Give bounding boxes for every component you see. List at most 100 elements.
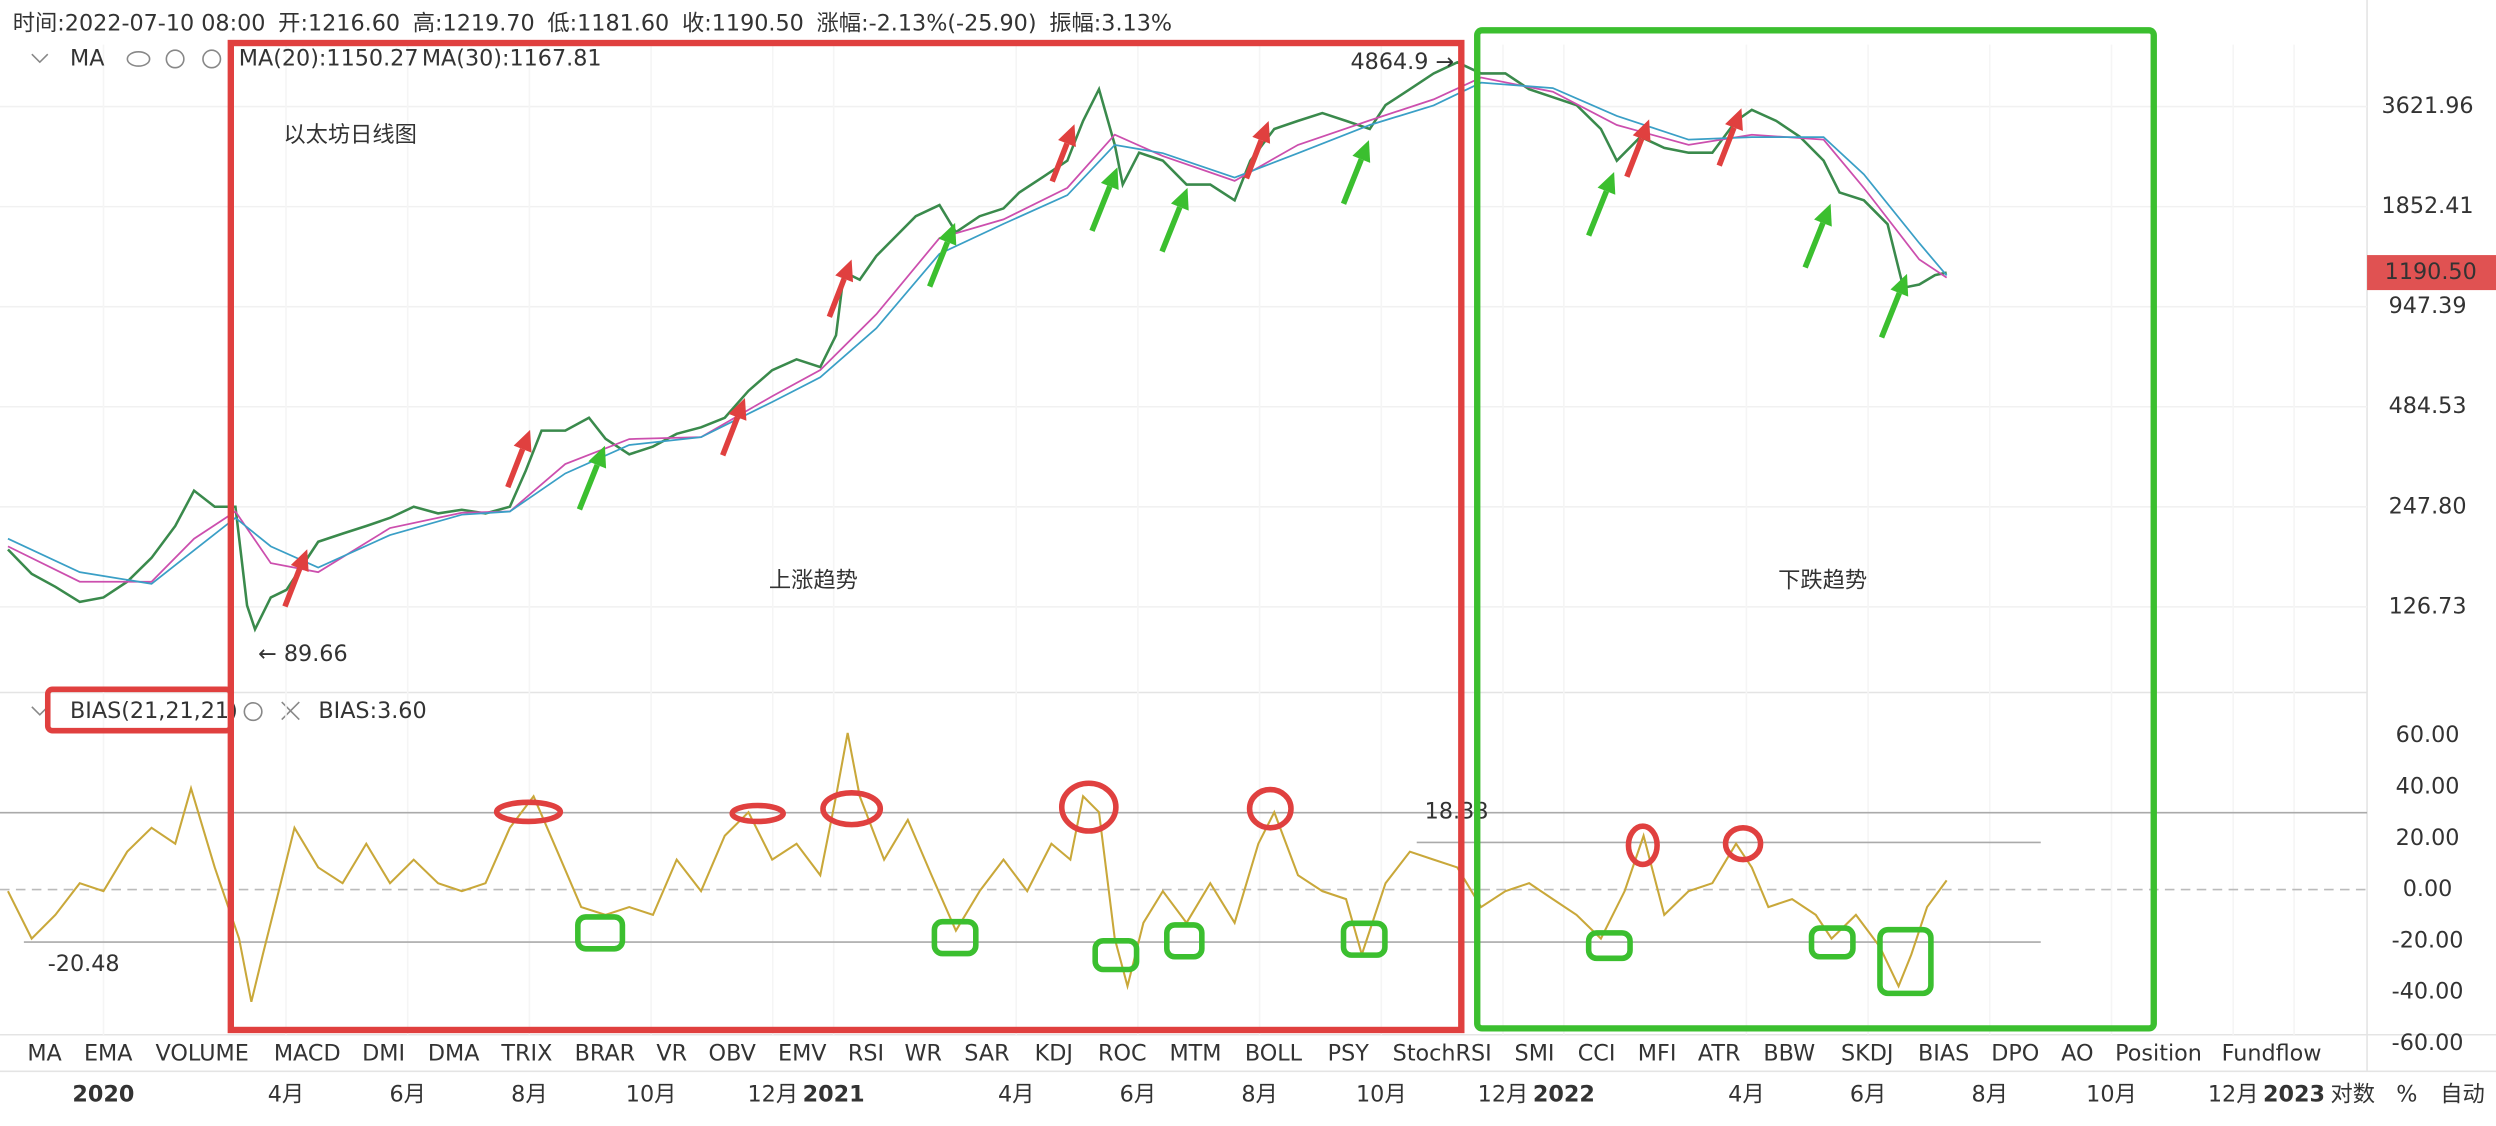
indicator-tab[interactable]: OBV [709,1040,757,1066]
indicator-tab[interactable]: KDJ [1035,1040,1073,1066]
y-tick-label: 947.39 [2389,293,2467,319]
indicator-tab[interactable]: MTM [1169,1040,1221,1066]
indicator-tab[interactable]: TRIX [500,1040,552,1066]
indicator-tab[interactable]: CCI [1578,1040,1616,1066]
indicator-tab[interactable]: BIAS [1918,1040,1969,1066]
indicator-tab[interactable]: MA [27,1040,62,1066]
trough-box [1585,930,1633,962]
x-tick-label: 2021 [803,1082,865,1108]
indicator-title: MA [70,45,105,71]
indicator-tab[interactable]: EMV [778,1040,827,1066]
info-key: 高: [413,10,443,36]
y-tick-label: -20.00 [2392,927,2464,953]
arrow-shaft [1624,137,1645,178]
indicator-tab[interactable]: BRAR [575,1040,636,1066]
arrow-head [1100,167,1119,190]
trough-box [1092,938,1140,973]
legend-entry: BIAS:3.60 [318,698,426,724]
indicator-tab[interactable]: BOLL [1245,1040,1303,1066]
scale-option[interactable]: 自动 [2440,1082,2485,1108]
indicator-tab[interactable]: PSY [1328,1040,1370,1066]
plot-layer: 时间: 2022-07-10 08:00 开: 1216.60 高: 1219.70 低: 1… [0,10,2496,1108]
indicator-tab[interactable]: DMA [428,1040,480,1066]
trough-box [931,918,979,957]
settings-icon[interactable] [165,49,185,69]
scale-option[interactable]: 对数 [2330,1082,2375,1108]
info-value: 3.13% [1101,10,1172,36]
indicator-tab[interactable]: SMI [1515,1040,1555,1066]
x-tick-label: 8月 [1241,1082,1277,1108]
info-key: 涨幅: [817,10,869,36]
indicator-tab[interactable]: EMA [84,1040,133,1066]
close-icon[interactable] [281,701,300,721]
indicator-tab[interactable]: SKDJ [1841,1040,1893,1066]
price-tag [2367,255,2496,291]
arrow-shaft [1159,206,1183,253]
info-value: 1219.70 [443,10,535,36]
arrow-shaft [576,463,600,511]
series-line [7,732,1948,1003]
arrow-head [1814,203,1832,227]
arrow-shaft [1802,221,1826,269]
indicator-tab[interactable]: BBW [1763,1040,1815,1066]
peak-circle [729,802,786,825]
y-tick-label: 40.00 [2396,774,2460,800]
indicator-tab[interactable]: VOLUME [156,1040,249,1066]
arrow-head [938,222,957,246]
price-tag-label: 1190.50 [2385,259,2477,285]
arrow-head [1058,124,1076,147]
indicator-tab[interactable]: Fundflow [2222,1040,2322,1066]
indicator-tab[interactable]: ROC [1098,1040,1147,1066]
arrow-head [1597,171,1616,195]
arrow-shaft [1243,139,1264,180]
indicator-tab[interactable]: MACD [274,1040,341,1066]
indicator-tab[interactable]: DMI [362,1040,405,1066]
arrow-shaft [1089,185,1113,232]
indicator-tab[interactable]: RSI [848,1040,884,1066]
series-line [7,60,1947,633]
extreme-label: 4864.9 → [1351,49,1455,75]
info-key: 振幅: [1049,10,1101,36]
annotation-text: 下跌趋势 [1778,568,1867,594]
collapse-icon[interactable] [31,53,49,64]
x-tick-label: 6月 [389,1082,425,1108]
arrow-head [513,429,532,453]
peak-circle [1246,786,1294,831]
x-tick-label: 6月 [1850,1082,1886,1108]
indicator-tab[interactable]: WR [905,1040,943,1066]
reference-label: -20.48 [48,951,120,977]
indicator-tab[interactable]: StochRSI [1393,1040,1492,1066]
arrow-head [835,259,854,283]
scale-option[interactable]: % [2396,1082,2417,1108]
indicator-tab[interactable]: ATR [1698,1040,1741,1066]
trough-box [1164,922,1205,960]
trough-box [1877,926,1934,997]
uptrend-box [227,39,1465,1034]
eye-icon[interactable] [126,50,151,67]
indicator-tab[interactable]: MFI [1638,1040,1677,1066]
indicator-title: BIAS(21,21,21) [70,698,238,724]
x-tick-label: 10月 [1356,1082,1407,1108]
peak-circle [1722,825,1764,863]
downtrend-box [1474,27,2157,1032]
trough-box [575,914,626,952]
arrow-shaft [1340,158,1364,205]
settings-icon[interactable] [243,702,263,722]
arrow-shaft [282,567,303,608]
indicator-tab[interactable]: Position [2115,1040,2202,1066]
x-tick-label: 12月 [1478,1082,1529,1108]
info-value: 1216.60 [308,10,400,36]
settings-icon[interactable] [202,49,222,69]
x-tick-label: 4月 [1728,1082,1764,1108]
annotation-text: 上涨趋势 [769,568,858,594]
arrow-head [1890,273,1909,297]
y-tick-label: 0.00 [2403,876,2453,902]
x-tick-label: 10月 [2086,1082,2137,1108]
info-value: 1190.50 [712,10,804,36]
indicator-tab[interactable]: DPO [1991,1040,2039,1066]
indicator-tab[interactable]: AO [2061,1040,2093,1066]
indicator-tab[interactable]: VR [656,1040,687,1066]
indicator-tab[interactable]: SAR [964,1040,1009,1066]
